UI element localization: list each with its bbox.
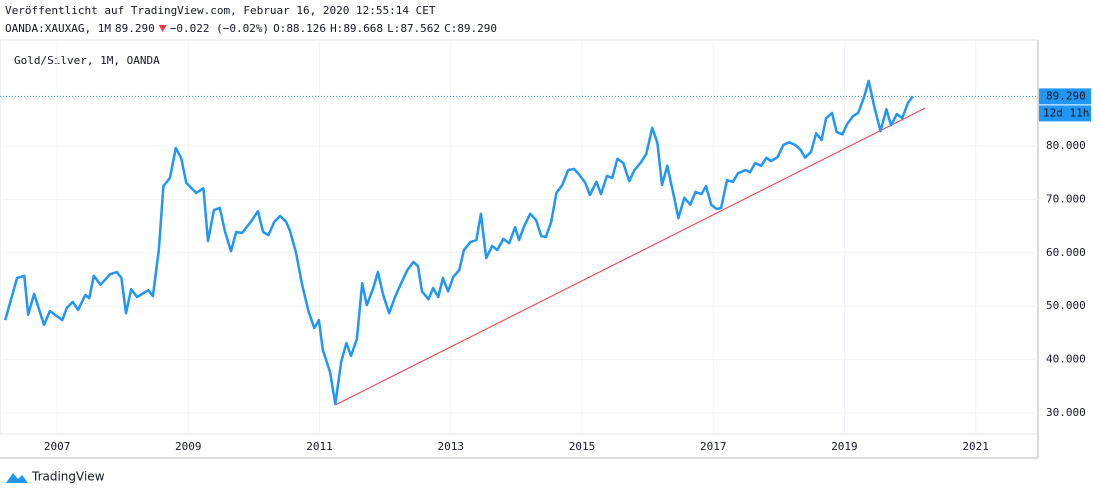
symbol-line: OANDA:XAUXAG, 1M 89.290 −0.022 (−0.02%) O: 8… — [5, 22, 497, 35]
legend: Gold/Silver, 1M, OANDA — [14, 54, 160, 67]
x-tick-label: 2009 — [175, 440, 202, 453]
ohlc-value: 88.126 — [286, 22, 326, 35]
y-tick-label: 80.000 — [1046, 139, 1086, 152]
y-tick-label: 30.000 — [1046, 406, 1086, 419]
x-tick-label: 2011 — [306, 440, 333, 453]
price: 89.290 — [115, 22, 155, 35]
ohlc-label: C: — [444, 22, 457, 35]
y-tick-label: 50.000 — [1046, 299, 1086, 312]
x-tick-label: 2013 — [438, 440, 465, 453]
trendline — [335, 107, 926, 406]
x-tick-label: 2019 — [831, 440, 858, 453]
last-price-box — [1039, 88, 1091, 105]
x-tick-label: 2007 — [44, 440, 71, 453]
x-tick-label: 2015 — [569, 440, 596, 453]
ohlc-label: H: — [330, 22, 343, 35]
countdown: 12d 11h — [1043, 106, 1089, 119]
x-tick-label: 2017 — [700, 440, 727, 453]
logo — [6, 473, 28, 483]
brand: TradingView — [31, 470, 105, 484]
ohlc-value: 89.290 — [457, 22, 497, 35]
ohlc-label: L: — [387, 22, 400, 35]
ohlc-label: O: — [273, 22, 286, 35]
last-price-label: 89.290 — [1046, 89, 1086, 102]
ohlc-value: 87.562 — [400, 22, 440, 35]
countdown-box — [1039, 105, 1091, 122]
symbol: OANDA:XAUXAG, 1M — [5, 22, 111, 35]
y-tick-label: 40.000 — [1046, 353, 1086, 366]
published: Veröffentlicht auf TradingView.com, Febr… — [5, 4, 436, 17]
price-line — [3, 79, 914, 406]
y-tick-label: 60.000 — [1046, 246, 1086, 259]
down-arrow — [158, 25, 167, 32]
x-tick-label: 2021 — [962, 440, 989, 453]
change: −0.022 (−0.02%) — [170, 22, 269, 35]
ohlc-value: 89.668 — [343, 22, 383, 35]
y-tick-label: 70.000 — [1046, 192, 1086, 205]
